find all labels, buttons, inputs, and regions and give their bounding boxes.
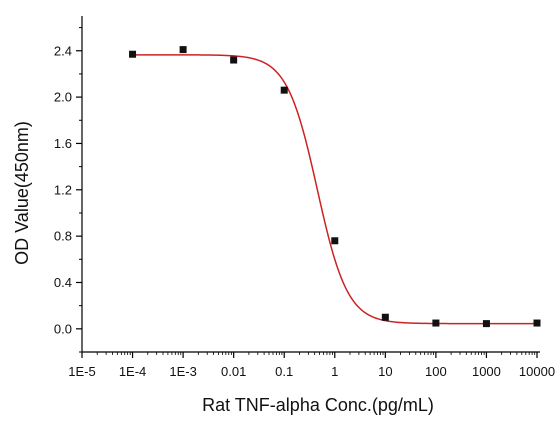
fit-curve-layer: [132, 54, 537, 325]
x-tick-label: 10000: [519, 364, 555, 379]
y-tick-label: 0.0: [54, 321, 72, 336]
y-tick-label: 1.6: [54, 136, 72, 151]
x-tick-label: 1000: [472, 364, 501, 379]
data-point: [129, 50, 137, 58]
y-tick-label: 1.2: [54, 182, 72, 197]
data-point: [230, 56, 238, 64]
data-point: [179, 46, 187, 54]
x-tick-label: 1E-5: [68, 364, 95, 379]
x-tick-label: 1E-3: [169, 364, 196, 379]
y-tick-label: 2.0: [54, 90, 72, 105]
data-point: [381, 313, 389, 321]
fit-curve-line: [132, 54, 537, 325]
x-tick-label: 1E-4: [119, 364, 146, 379]
y-tick-label: 0.8: [54, 229, 72, 244]
data-point: [482, 320, 490, 328]
data-point: [331, 237, 339, 245]
data-point: [280, 86, 288, 94]
axes: [76, 16, 540, 358]
x-tick-label: 100: [425, 364, 447, 379]
data-point: [533, 319, 541, 327]
x-tick-label: 0.1: [275, 364, 293, 379]
tick-labels: 0.0 0.4 0.8 1.2 1.6 2.0 2.4 1E-5 1E-4 1E-3 0.01 0.1…: [54, 43, 555, 379]
x-tick-label: 1: [331, 364, 338, 379]
y-tick-label: 0.4: [54, 275, 72, 290]
x-tick-label: 0.01: [221, 364, 246, 379]
y-axis-title: OD Value(450nm): [12, 121, 32, 265]
y-tick-label: 2.4: [54, 43, 72, 58]
x-axis-title: Rat TNF-alpha Conc.(pg/mL): [202, 395, 434, 415]
x-tick-label: 10: [378, 364, 392, 379]
data-point: [432, 319, 440, 327]
data-points-layer: [129, 46, 541, 328]
